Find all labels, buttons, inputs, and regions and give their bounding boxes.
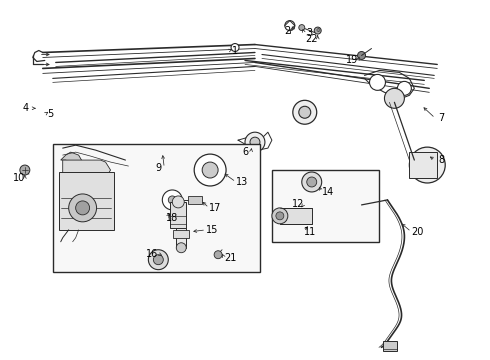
- Bar: [171, 202, 186, 228]
- Circle shape: [172, 196, 184, 208]
- Text: 20: 20: [411, 227, 423, 237]
- Bar: [409, 152, 437, 178]
- Circle shape: [417, 155, 437, 175]
- Text: 11: 11: [304, 227, 316, 237]
- Circle shape: [69, 194, 97, 222]
- Circle shape: [369, 75, 386, 90]
- Circle shape: [245, 132, 265, 152]
- Circle shape: [285, 21, 295, 31]
- Circle shape: [214, 251, 222, 259]
- Bar: [53, 144, 260, 272]
- Text: 7: 7: [438, 113, 444, 123]
- Circle shape: [299, 106, 311, 118]
- Circle shape: [168, 196, 176, 204]
- Circle shape: [162, 190, 182, 210]
- Text: 1: 1: [232, 45, 238, 55]
- Circle shape: [385, 88, 404, 108]
- Circle shape: [397, 81, 412, 95]
- Text: 16: 16: [146, 249, 158, 259]
- Circle shape: [153, 255, 163, 265]
- Text: 22: 22: [305, 33, 318, 44]
- Text: 9: 9: [155, 163, 161, 173]
- Circle shape: [148, 250, 168, 270]
- Circle shape: [250, 137, 260, 147]
- Circle shape: [276, 212, 284, 220]
- Circle shape: [272, 208, 288, 224]
- Text: 14: 14: [321, 187, 334, 197]
- Text: 2: 2: [285, 26, 291, 36]
- Circle shape: [20, 165, 30, 175]
- Text: 13: 13: [236, 177, 248, 187]
- Circle shape: [194, 154, 226, 186]
- Circle shape: [299, 24, 305, 31]
- Text: 18: 18: [166, 213, 178, 223]
- Circle shape: [202, 162, 218, 178]
- Polygon shape: [61, 152, 83, 168]
- Text: 19: 19: [345, 55, 358, 66]
- Text: 12: 12: [292, 199, 304, 209]
- Circle shape: [231, 44, 239, 51]
- Circle shape: [293, 100, 317, 124]
- Bar: [173, 230, 189, 238]
- Polygon shape: [63, 160, 111, 180]
- Bar: [188, 196, 202, 204]
- Text: 3: 3: [307, 28, 313, 37]
- Circle shape: [307, 177, 317, 187]
- Circle shape: [409, 147, 445, 183]
- Bar: [384, 341, 397, 351]
- Text: ⚙: ⚙: [315, 28, 320, 33]
- Bar: [59, 172, 114, 230]
- Text: 4: 4: [23, 103, 29, 113]
- Circle shape: [422, 160, 432, 170]
- Circle shape: [176, 243, 186, 253]
- Text: 21: 21: [224, 253, 236, 263]
- Bar: [176, 228, 186, 248]
- Circle shape: [358, 51, 366, 59]
- Text: 10: 10: [13, 173, 25, 183]
- Bar: [280, 208, 312, 224]
- Text: 5: 5: [48, 109, 54, 119]
- Text: 17: 17: [209, 203, 221, 213]
- Text: 8: 8: [438, 155, 444, 165]
- Text: 15: 15: [206, 225, 219, 235]
- Bar: [272, 170, 379, 242]
- Circle shape: [302, 172, 322, 192]
- Text: 6: 6: [242, 147, 248, 157]
- Circle shape: [314, 27, 321, 34]
- Circle shape: [75, 201, 90, 215]
